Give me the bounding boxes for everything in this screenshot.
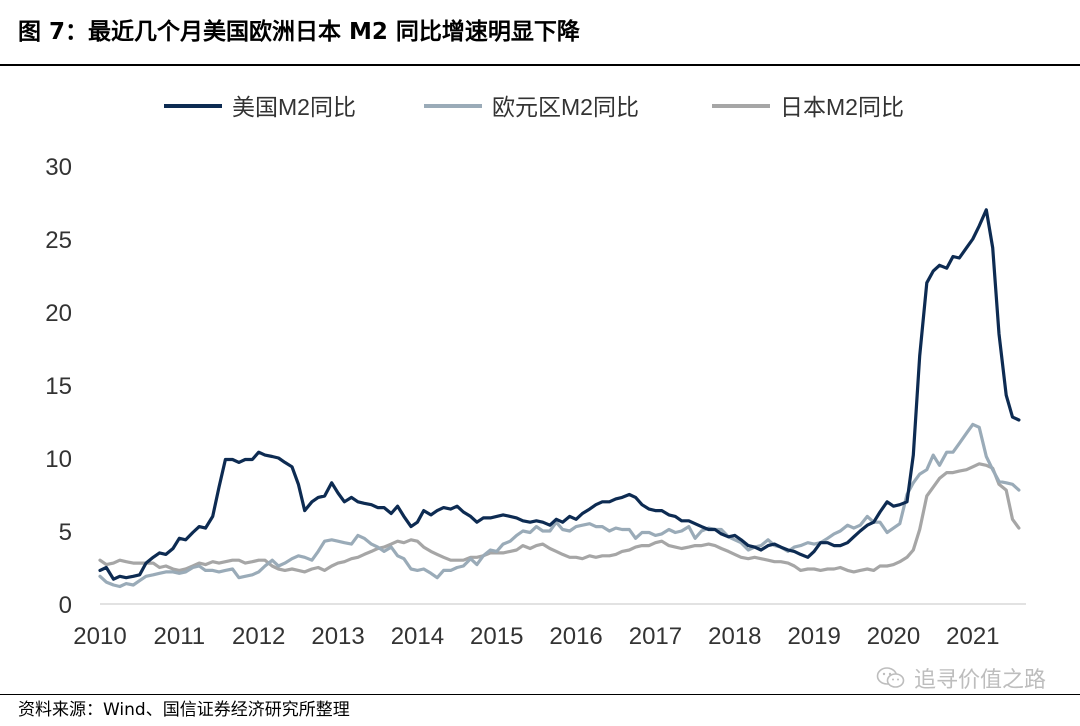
x-tick-label: 2016 [549, 623, 602, 650]
x-tick-label: 2013 [311, 623, 364, 650]
x-axis-tick-labels: 2010 2011 2012 2013 2014 2015 2016 2017 2018 2019… [73, 623, 999, 650]
legend-label: 日本M2同比 [780, 94, 904, 120]
wechat-icon [876, 667, 905, 688]
title-divider [0, 64, 1080, 66]
x-tick-label: 2019 [787, 623, 840, 650]
series-lines [98, 208, 1021, 589]
series-line-3 [98, 462, 1021, 574]
x-tick-label: 2017 [629, 623, 682, 650]
y-axis-tick-labels: 0 5 10 15 20 25 30 [45, 154, 72, 619]
x-tick-label: 2012 [232, 623, 285, 650]
source-note: 资料来源：Wind、国信证券经济研究所整理 [18, 700, 350, 720]
watermark-text: 追寻价值之路 [913, 668, 1046, 693]
x-tick-label: 2020 [867, 623, 920, 650]
legend-label: 美国M2同比 [232, 94, 356, 120]
x-tick-label: 2015 [470, 623, 523, 650]
y-tick-label: 20 [45, 300, 72, 327]
y-tick-label: 15 [45, 373, 72, 400]
x-tick-label: 2014 [391, 623, 444, 650]
x-tick-label: 2011 [154, 623, 206, 650]
chart-legend: 美国M2同比 欧元区M2同比 日本M2同比 [164, 94, 904, 120]
y-tick-label: 25 [45, 227, 72, 254]
x-tick-label: 2010 [73, 623, 126, 650]
series-line-1 [98, 208, 1021, 581]
x-tick-label: 2018 [708, 623, 761, 650]
x-tick-label: 2021 [946, 623, 999, 650]
source-divider [0, 694, 1080, 695]
watermark: 追寻价值之路 [876, 662, 1046, 694]
figure-title: 图 7：最近几个月美国欧洲日本 M2 同比增速明显下降 [18, 19, 580, 45]
legend-label: 欧元区M2同比 [492, 94, 639, 120]
series-line-2 [98, 422, 1021, 589]
y-tick-label: 30 [45, 154, 72, 181]
y-tick-label: 0 [59, 592, 72, 619]
y-tick-label: 5 [59, 519, 72, 546]
y-tick-label: 10 [45, 446, 72, 473]
